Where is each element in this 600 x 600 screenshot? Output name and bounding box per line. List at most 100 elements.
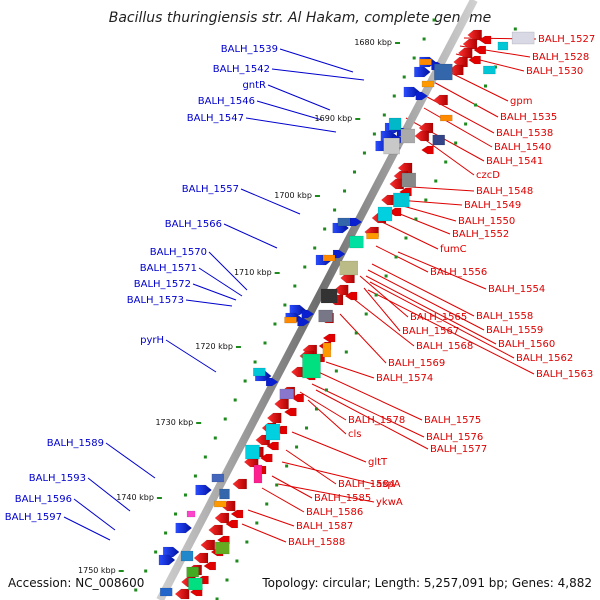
gene-block — [497, 41, 509, 51]
gene-block — [279, 388, 295, 400]
gc-dot — [483, 84, 487, 88]
forward-label-connector — [223, 223, 278, 249]
reverse-gene-label: BALH_1528 — [532, 52, 589, 63]
gc-dot — [392, 94, 396, 98]
gc-dot — [382, 113, 386, 117]
gene-block — [432, 134, 445, 146]
reverse-label-connector — [367, 269, 485, 331]
gc-dot — [384, 274, 388, 278]
gc-dot — [303, 265, 307, 269]
reverse-gene-label: BALH_1587 — [296, 521, 353, 532]
gc-dot — [402, 75, 406, 79]
gc-dot — [193, 474, 197, 478]
gc-dot — [273, 322, 277, 326]
kbp-ticks: 1680 kbp 1690 kbp 1700 kbp 1710 kbp 1720 kbp… — [78, 38, 401, 575]
reverse-label-connector — [363, 287, 401, 332]
kbp-tick-label: 1680 kbp — [354, 38, 392, 47]
map-title: Bacillus thuringiensis str. Al Hakam, co… — [109, 10, 492, 26]
gc-dot — [225, 578, 229, 582]
forward-label-connector — [208, 251, 248, 291]
reverse-label-connector — [371, 263, 475, 317]
reverse-label-connector — [375, 245, 429, 273]
forward-gene-label: BALH_1573 — [127, 295, 184, 306]
forward-gene-arrow — [415, 91, 429, 101]
reverse-gene-label: BALH_1563 — [536, 369, 593, 380]
gc-dot — [394, 255, 398, 259]
gc-dot — [183, 493, 187, 497]
reverse-gene-label: BALH_1527 — [538, 34, 595, 45]
reverse-gene-label: BALH_1559 — [486, 325, 543, 336]
gene-block — [253, 367, 266, 377]
gc-dot — [285, 464, 289, 468]
gc-dot — [215, 597, 219, 600]
gc-dot — [134, 588, 138, 592]
gene-block — [383, 137, 400, 155]
kbp-tick-mark — [355, 118, 361, 120]
reverse-label-connector — [405, 117, 485, 162]
reverse-gene-arrow — [473, 45, 487, 55]
gc-dot — [233, 398, 237, 402]
reverse-gene-arrow — [174, 588, 190, 600]
reverse-label-connector — [325, 361, 375, 379]
reverse-label-connector — [291, 431, 367, 463]
reverse-gene-label: BALH_1556 — [430, 267, 487, 278]
gc-dot — [164, 531, 168, 535]
forward-gene-label: BALH_1571 — [140, 263, 197, 274]
reverse-gene-label: BALH_1550 — [458, 216, 515, 227]
gc-dot — [464, 122, 468, 126]
reverse-gene-label: BALH_1560 — [498, 339, 555, 350]
forward-gene-arrow — [265, 377, 279, 387]
reverse-gene-label: cls — [348, 429, 362, 440]
forward-label-connector — [105, 442, 156, 479]
reverse-label-connector — [365, 275, 497, 345]
reverse-label-connector — [241, 523, 287, 543]
gc-dot — [364, 312, 368, 316]
forward-gene-label: BALH_1566 — [165, 219, 222, 230]
reverse-label-connector — [349, 295, 415, 347]
reverse-gene-label: BALH_1567 — [402, 326, 459, 337]
forward-gene-arrow — [158, 554, 176, 566]
gc-dot — [434, 179, 438, 183]
gene-block — [388, 117, 402, 131]
gc-dot — [354, 331, 358, 335]
reverse-label-connector — [307, 399, 347, 435]
gc-dot — [444, 160, 448, 164]
forward-gene-label: BALH_1539 — [221, 44, 278, 55]
gene-block — [511, 31, 535, 45]
reverse-gene-arrow — [421, 145, 434, 155]
reverse-gene-label: BALH_1558 — [476, 311, 533, 322]
reverse-gene-label: BALH_1535 — [500, 112, 557, 123]
reverse-gene-label: BALH_1584 — [338, 479, 395, 490]
reverse-gene-arrow — [274, 398, 289, 410]
genome-summary-text: Topology: circular; Length: 5,257,091 bp… — [261, 576, 592, 590]
gc-dot — [333, 208, 337, 212]
gene-block — [265, 423, 281, 441]
label-connectors — [63, 37, 537, 543]
forward-gene-label: BALH_1570 — [150, 247, 207, 258]
reverse-label-connector — [277, 483, 375, 503]
reverse-label-connector — [417, 91, 495, 134]
reverse-gene-label: BALH_1549 — [464, 200, 521, 211]
forward-gene-arrow — [297, 317, 310, 327]
kbp-tick-mark — [196, 422, 202, 424]
forward-label-connector — [256, 100, 323, 121]
gene-block — [322, 254, 336, 262]
forward-gene-label: BALH_1557 — [182, 184, 239, 195]
reverse-gene-label: BALH_1577 — [430, 444, 487, 455]
reverse-gene-label: BALH_1562 — [516, 353, 573, 364]
reverse-label-connector — [285, 449, 337, 485]
gc-dot — [334, 369, 338, 373]
forward-gene-label: BALH_1596 — [15, 494, 72, 505]
gc-dot — [174, 512, 178, 516]
reverse-gene-label: ykwA — [376, 497, 403, 508]
forward-gene-label: gntR — [242, 80, 266, 91]
gene-block — [483, 65, 496, 75]
forward-label-connector — [279, 48, 354, 73]
forward-gene-label: BALH_1597 — [5, 512, 62, 523]
gene-block — [188, 577, 203, 591]
reverse-gene-arrow — [283, 407, 297, 417]
gene-block — [339, 260, 359, 276]
reverse-gene-arrow — [322, 333, 336, 343]
forward-gene-arrow — [414, 66, 431, 78]
